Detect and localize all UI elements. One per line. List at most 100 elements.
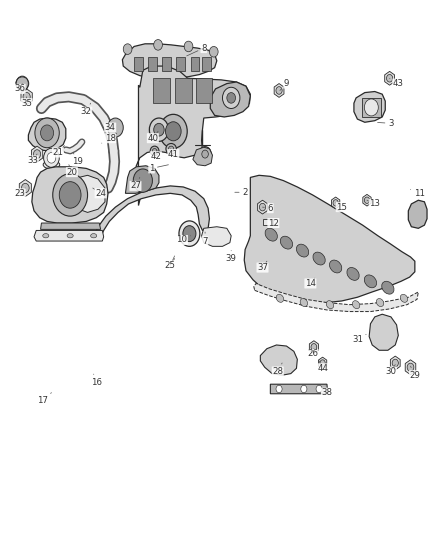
Polygon shape [408,200,427,228]
Polygon shape [21,89,32,105]
Polygon shape [134,57,143,71]
Polygon shape [32,146,43,162]
Ellipse shape [179,221,200,246]
Ellipse shape [199,147,211,161]
Ellipse shape [265,228,277,241]
Ellipse shape [353,301,360,309]
Polygon shape [258,200,268,214]
Polygon shape [96,186,209,237]
Circle shape [386,75,393,82]
Polygon shape [385,71,395,85]
Polygon shape [41,223,101,229]
Text: 23: 23 [14,188,25,198]
Circle shape [16,76,28,91]
Polygon shape [32,167,108,223]
Polygon shape [136,66,251,206]
Text: 32: 32 [81,103,92,116]
Polygon shape [201,227,231,246]
Circle shape [392,359,399,367]
Ellipse shape [376,298,384,306]
Polygon shape [19,180,32,197]
Circle shape [59,182,81,208]
Ellipse shape [364,275,377,288]
Text: 28: 28 [272,363,283,376]
Polygon shape [318,357,327,369]
Text: 16: 16 [91,374,102,386]
Polygon shape [332,197,340,209]
Circle shape [184,41,193,52]
Polygon shape [202,57,211,71]
Circle shape [259,203,265,211]
Circle shape [276,87,282,94]
Polygon shape [354,92,385,122]
Circle shape [364,99,378,116]
Text: 33: 33 [27,154,38,165]
Text: 8: 8 [187,44,207,56]
Circle shape [41,125,53,141]
Text: 7: 7 [202,232,208,246]
Polygon shape [28,118,66,151]
Circle shape [108,118,123,137]
Ellipse shape [276,294,284,302]
Text: 12: 12 [268,219,279,228]
Ellipse shape [300,298,307,306]
Text: 19: 19 [72,152,83,166]
Text: 21: 21 [53,146,64,157]
Polygon shape [162,57,171,71]
Ellipse shape [183,225,196,241]
Text: 40: 40 [147,131,159,143]
Polygon shape [193,147,212,166]
Polygon shape [177,57,185,71]
Text: 37: 37 [257,261,268,272]
Text: 13: 13 [367,199,380,208]
Ellipse shape [169,146,174,151]
Ellipse shape [326,301,334,309]
Polygon shape [254,284,418,312]
Polygon shape [260,345,297,375]
Polygon shape [73,175,105,213]
Text: 39: 39 [226,251,237,263]
Text: 1: 1 [149,164,169,173]
Polygon shape [362,98,381,117]
Circle shape [44,148,59,167]
Ellipse shape [150,146,159,156]
Polygon shape [390,356,400,370]
Text: 34: 34 [105,123,117,134]
Circle shape [21,183,29,193]
Text: 15: 15 [336,203,347,212]
Text: 35: 35 [21,97,32,108]
Polygon shape [148,57,157,71]
Polygon shape [363,195,371,206]
Text: 17: 17 [37,393,51,405]
Circle shape [316,385,322,393]
Text: 6: 6 [262,204,273,213]
Circle shape [333,200,338,206]
Polygon shape [405,360,416,375]
Text: 25: 25 [165,259,176,270]
Circle shape [276,385,282,393]
Circle shape [133,169,152,192]
Circle shape [149,118,169,141]
Text: 24: 24 [93,188,106,198]
Circle shape [33,150,41,158]
Circle shape [311,344,317,351]
Text: 30: 30 [385,365,396,376]
Text: 43: 43 [390,78,404,88]
Polygon shape [262,219,273,225]
Text: 42: 42 [150,150,161,161]
Polygon shape [125,166,159,193]
Circle shape [320,360,325,366]
Ellipse shape [313,252,325,265]
Text: 20: 20 [67,165,78,176]
Text: 2: 2 [235,188,248,197]
Text: 11: 11 [410,189,425,198]
Polygon shape [122,44,217,79]
Text: 26: 26 [307,349,318,359]
Text: 31: 31 [352,334,366,344]
Polygon shape [191,57,199,71]
Polygon shape [196,78,212,103]
Text: 3: 3 [378,119,394,128]
Circle shape [227,93,236,103]
Text: 18: 18 [102,134,116,143]
Ellipse shape [297,244,309,257]
